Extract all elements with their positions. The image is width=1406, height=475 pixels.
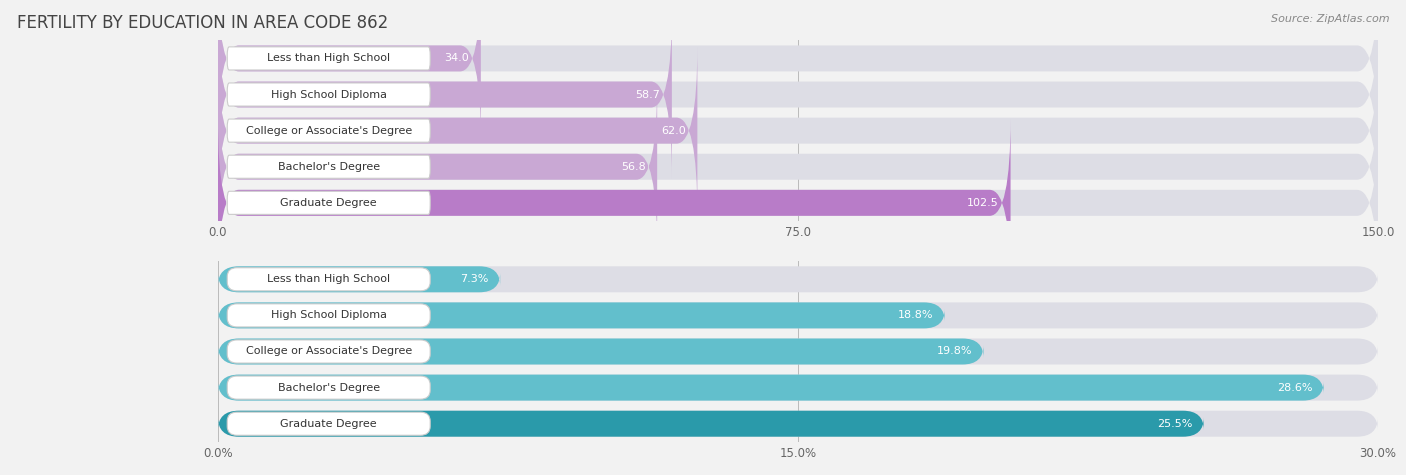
Text: 28.6%: 28.6% xyxy=(1277,382,1312,393)
FancyBboxPatch shape xyxy=(218,118,1378,287)
FancyBboxPatch shape xyxy=(228,340,430,363)
FancyBboxPatch shape xyxy=(218,303,945,328)
Text: Graduate Degree: Graduate Degree xyxy=(280,198,377,208)
FancyBboxPatch shape xyxy=(218,375,1323,400)
FancyBboxPatch shape xyxy=(218,266,1378,292)
FancyBboxPatch shape xyxy=(218,411,1378,437)
Text: Bachelor's Degree: Bachelor's Degree xyxy=(277,162,380,172)
Text: 7.3%: 7.3% xyxy=(460,274,489,285)
Text: Bachelor's Degree: Bachelor's Degree xyxy=(277,382,380,393)
Text: High School Diploma: High School Diploma xyxy=(271,310,387,321)
FancyBboxPatch shape xyxy=(218,0,1378,143)
FancyBboxPatch shape xyxy=(218,46,1378,215)
FancyBboxPatch shape xyxy=(218,303,1378,328)
Text: 62.0: 62.0 xyxy=(661,125,686,136)
FancyBboxPatch shape xyxy=(218,339,1378,364)
Text: 25.5%: 25.5% xyxy=(1157,418,1192,429)
Text: Less than High School: Less than High School xyxy=(267,274,391,285)
FancyBboxPatch shape xyxy=(218,266,501,292)
Text: 102.5: 102.5 xyxy=(967,198,998,208)
Text: Graduate Degree: Graduate Degree xyxy=(280,418,377,429)
Text: 19.8%: 19.8% xyxy=(936,346,972,357)
FancyBboxPatch shape xyxy=(228,376,430,399)
FancyBboxPatch shape xyxy=(218,118,1011,287)
Text: College or Associate's Degree: College or Associate's Degree xyxy=(246,125,412,136)
FancyBboxPatch shape xyxy=(218,10,672,179)
FancyBboxPatch shape xyxy=(228,304,430,327)
FancyBboxPatch shape xyxy=(228,83,430,106)
FancyBboxPatch shape xyxy=(228,191,430,214)
Text: 34.0: 34.0 xyxy=(444,53,470,64)
FancyBboxPatch shape xyxy=(218,46,697,215)
Text: Source: ZipAtlas.com: Source: ZipAtlas.com xyxy=(1271,14,1389,24)
FancyBboxPatch shape xyxy=(218,411,1204,437)
FancyBboxPatch shape xyxy=(228,119,430,142)
Text: 58.7: 58.7 xyxy=(636,89,661,100)
FancyBboxPatch shape xyxy=(218,82,1378,251)
Text: 18.8%: 18.8% xyxy=(898,310,934,321)
FancyBboxPatch shape xyxy=(218,375,1378,400)
FancyBboxPatch shape xyxy=(218,10,1378,179)
Text: Less than High School: Less than High School xyxy=(267,53,391,64)
FancyBboxPatch shape xyxy=(218,0,481,143)
FancyBboxPatch shape xyxy=(228,155,430,178)
Text: College or Associate's Degree: College or Associate's Degree xyxy=(246,346,412,357)
FancyBboxPatch shape xyxy=(218,82,657,251)
Text: High School Diploma: High School Diploma xyxy=(271,89,387,100)
FancyBboxPatch shape xyxy=(218,339,983,364)
Text: 56.8: 56.8 xyxy=(621,162,645,172)
FancyBboxPatch shape xyxy=(228,47,430,70)
FancyBboxPatch shape xyxy=(228,268,430,291)
Text: FERTILITY BY EDUCATION IN AREA CODE 862: FERTILITY BY EDUCATION IN AREA CODE 862 xyxy=(17,14,388,32)
FancyBboxPatch shape xyxy=(228,412,430,435)
